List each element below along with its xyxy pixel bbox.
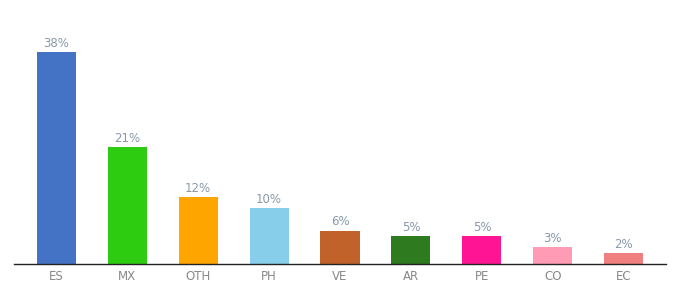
Text: 38%: 38%: [44, 37, 69, 50]
Bar: [392, 236, 430, 264]
Text: 2%: 2%: [615, 238, 633, 250]
Text: 5%: 5%: [473, 221, 491, 234]
Bar: [605, 253, 643, 264]
Bar: [179, 197, 218, 264]
Text: 3%: 3%: [543, 232, 562, 245]
Bar: [320, 230, 360, 264]
Text: 12%: 12%: [185, 182, 211, 195]
Text: 6%: 6%: [330, 215, 350, 228]
Bar: [37, 52, 75, 264]
Bar: [533, 247, 573, 264]
Text: 5%: 5%: [402, 221, 420, 234]
Text: 21%: 21%: [114, 132, 140, 145]
Text: 10%: 10%: [256, 193, 282, 206]
Bar: [462, 236, 501, 264]
Bar: [250, 208, 288, 264]
Bar: [107, 147, 147, 264]
